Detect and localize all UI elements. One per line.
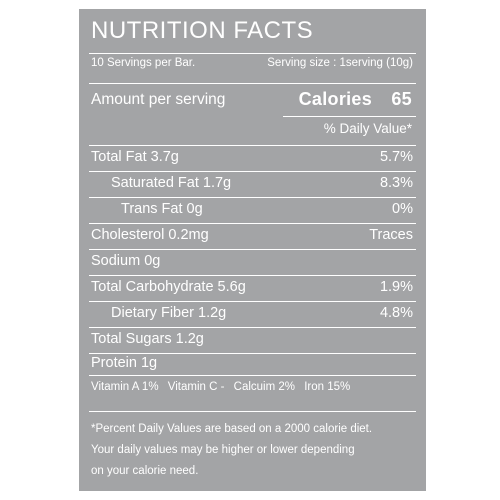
calories-value: 65: [391, 89, 412, 109]
nutrient-row: Sodium 0g: [91, 253, 413, 273]
divider: [89, 145, 416, 146]
nutrient-row: Protein 1g: [91, 355, 413, 375]
nutrient-label: Trans Fat 0g: [121, 201, 203, 217]
serving-size: Serving size : 1serving (10g): [267, 57, 413, 69]
amount-per-serving-label: Amount per serving: [91, 91, 226, 108]
divider: [89, 197, 416, 198]
footnote-line: Your daily values may be higher or lower…: [91, 444, 355, 456]
label-title: NUTRITION FACTS: [91, 17, 314, 44]
nutrient-label: Total Sugars 1.2g: [91, 331, 204, 347]
vitamin-item: Vitamin A 1%: [91, 381, 159, 393]
nutrient-row: Dietary Fiber 1.2g 4.8%: [111, 305, 413, 325]
divider: [89, 223, 416, 224]
vitamin-item: Vitamin C -: [167, 381, 225, 393]
nutrient-value: 8.3%: [379, 175, 413, 191]
nutrient-row: Total Carbohydrate 5.6g 1.9%: [91, 279, 413, 299]
divider: [89, 301, 416, 302]
divider: [89, 83, 416, 84]
nutrient-value: Traces: [369, 227, 413, 243]
vitamin-item: Iron 15%: [304, 381, 351, 393]
footnote-line: *Percent Daily Values are based on a 200…: [91, 423, 373, 435]
serving-info: 10 Servings per Bar. Serving size : 1ser…: [91, 57, 413, 69]
nutrient-value: 1.9%: [379, 279, 413, 295]
footnote-line: on your calorie need.: [91, 465, 199, 477]
nutrition-facts-panel: NUTRITION FACTS 10 Servings per Bar. Ser…: [79, 9, 426, 491]
nutrient-label: Protein 1g: [91, 355, 158, 371]
nutrient-label: Saturated Fat 1.7g: [111, 175, 232, 191]
nutrient-label: Sodium 0g: [91, 253, 161, 269]
divider: [283, 116, 416, 117]
nutrient-label: Total Carbohydrate 5.6g: [91, 279, 246, 295]
nutrient-row: Total Fat 3.7g 5.7%: [91, 149, 413, 169]
divider: [89, 249, 416, 250]
nutrient-label: Cholesterol 0.2mg: [91, 227, 209, 243]
servings-per-container: 10 Servings per Bar.: [91, 57, 196, 69]
divider: [89, 375, 416, 376]
vitamins-row: Vitamin A 1% Vitamin C - Calcuim 2% Iron…: [91, 381, 356, 393]
divider: [89, 353, 416, 354]
calories: Calories 65: [299, 89, 412, 110]
nutrient-value: 5.7%: [379, 149, 413, 165]
divider: [89, 411, 416, 412]
nutrient-label: Total Fat 3.7g: [91, 149, 179, 165]
nutrient-row: Saturated Fat 1.7g 8.3%: [111, 175, 413, 195]
nutrient-row: Trans Fat 0g 0%: [121, 201, 413, 221]
nutrient-label: Dietary Fiber 1.2g: [111, 305, 227, 321]
nutrient-row: Cholesterol 0.2mg Traces: [91, 227, 413, 247]
nutrient-value: 4.8%: [379, 305, 413, 321]
divider: [89, 171, 416, 172]
divider: [89, 53, 416, 54]
daily-value-header: % Daily Value*: [323, 121, 412, 136]
vitamin-item: Calcuim 2%: [233, 381, 295, 393]
divider: [89, 327, 416, 328]
divider: [89, 275, 416, 276]
calories-label: Calories: [298, 89, 373, 109]
nutrient-value: 0%: [392, 201, 413, 217]
nutrient-row: Total Sugars 1.2g: [91, 331, 413, 351]
footnote: *Percent Daily Values are based on a 200…: [91, 419, 421, 482]
